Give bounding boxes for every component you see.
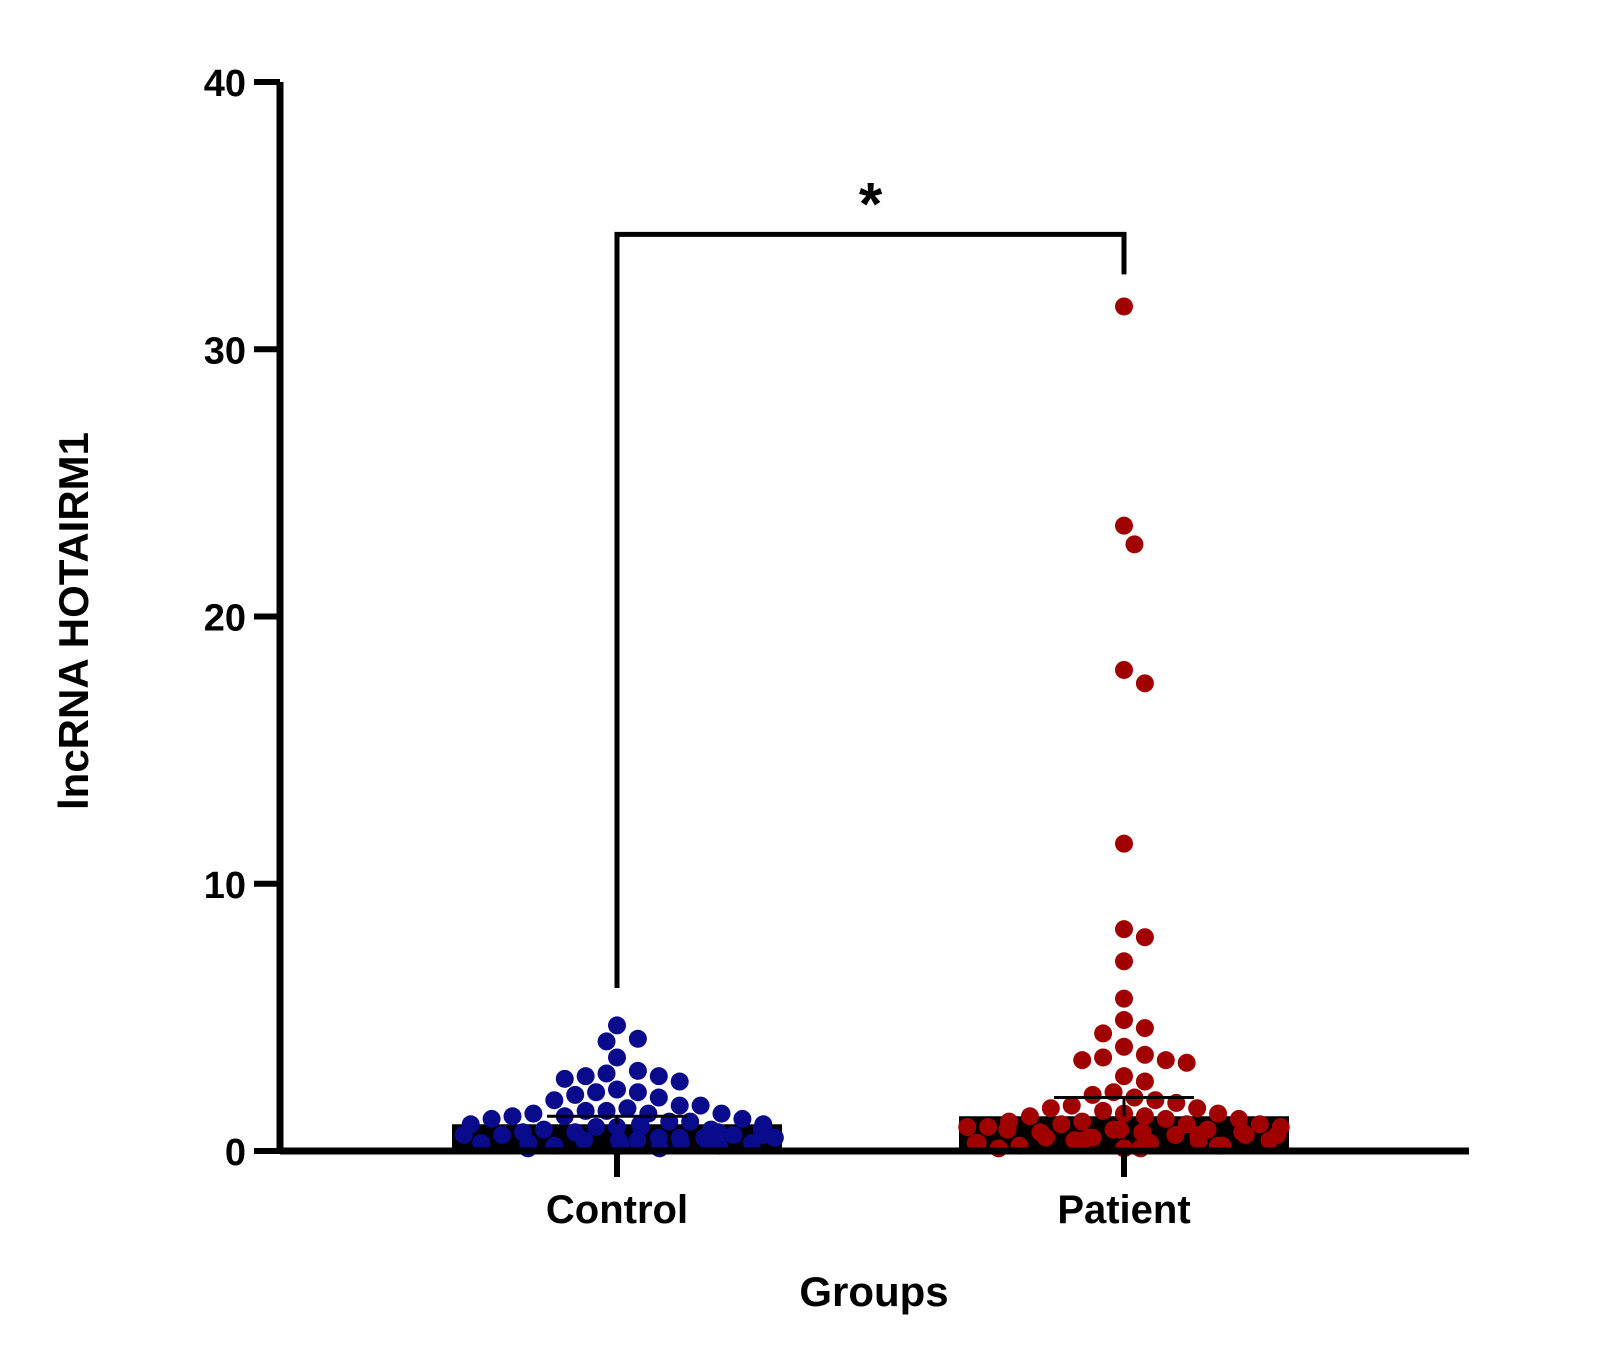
data-point-patient — [1052, 1115, 1070, 1133]
data-point-patient — [1115, 952, 1133, 970]
data-point-control — [524, 1105, 542, 1123]
data-point-control — [608, 1016, 626, 1034]
y-tick-label: 0 — [225, 1132, 246, 1174]
data-point-patient — [1115, 517, 1133, 535]
data-point-patient — [1136, 928, 1154, 946]
data-point-patient — [1115, 297, 1133, 315]
data-point-patient — [1125, 535, 1143, 553]
data-point-patient — [1115, 920, 1133, 938]
data-point-patient — [1042, 1099, 1060, 1117]
data-point-patient — [1136, 1073, 1154, 1091]
significance-label: * — [859, 170, 883, 237]
data-point-patient — [1073, 1113, 1091, 1131]
data-point-control — [455, 1126, 473, 1144]
data-point-patient — [1115, 661, 1133, 679]
data-point-patient — [1115, 835, 1133, 853]
data-point-control — [608, 1048, 626, 1066]
data-point-patient — [1021, 1107, 1039, 1125]
data-point-patient — [1065, 1131, 1083, 1149]
data-point-patient — [1084, 1086, 1102, 1104]
data-point-control — [629, 1083, 647, 1101]
data-point-control — [504, 1107, 522, 1125]
data-point-control — [598, 1064, 616, 1082]
data-point-patient — [1188, 1099, 1206, 1117]
data-point-control — [671, 1097, 689, 1115]
data-point-patient — [1157, 1110, 1175, 1128]
data-point-patient — [1094, 1024, 1112, 1042]
x-axis-title: Groups — [799, 1268, 948, 1315]
y-tick-label: 10 — [204, 865, 246, 907]
data-point-patient — [1115, 1038, 1133, 1056]
data-point-patient — [1037, 1129, 1055, 1147]
data-point-control — [629, 1062, 647, 1080]
x-ticks: Control Patient — [546, 1151, 1191, 1232]
data-point-control — [608, 1081, 626, 1099]
y-tick-label: 40 — [204, 63, 246, 105]
data-point-patient — [998, 1121, 1016, 1139]
data-point-control — [587, 1083, 605, 1101]
data-point-patient — [1073, 1051, 1091, 1069]
data-point-patient — [1251, 1115, 1269, 1133]
data-point-control — [587, 1118, 605, 1136]
data-point-patient — [1261, 1131, 1279, 1149]
data-point-patient — [979, 1118, 997, 1136]
data-point-control — [629, 1030, 647, 1048]
data-point-control — [713, 1105, 731, 1123]
y-axis-title: lncRNA HOTAIRM1 — [50, 432, 97, 810]
data-point-patient — [1146, 1091, 1164, 1109]
data-point-patient — [1094, 1048, 1112, 1066]
data-point-control — [692, 1097, 710, 1115]
data-point-patient — [1136, 674, 1154, 692]
data-point-control — [733, 1110, 751, 1128]
data-point-patient — [1063, 1097, 1081, 1115]
data-point-patient — [1157, 1051, 1175, 1069]
data-point-patient — [1190, 1131, 1208, 1149]
data-point-control — [545, 1091, 563, 1109]
data-point-control — [535, 1121, 553, 1139]
data-point-control — [724, 1126, 742, 1144]
data-point-control — [766, 1129, 784, 1147]
data-point-control — [671, 1073, 689, 1091]
data-point-control — [650, 1067, 668, 1085]
y-ticks: 0 10 20 30 40 — [204, 63, 280, 1174]
data-point-patient — [1166, 1126, 1184, 1144]
data-point-patient — [1136, 1107, 1154, 1125]
data-point-control — [575, 1131, 593, 1149]
data-point-patient — [1209, 1105, 1227, 1123]
data-point-control — [650, 1089, 668, 1107]
data-point-patient — [1111, 1121, 1129, 1139]
y-tick-label: 30 — [204, 330, 246, 372]
data-point-control — [493, 1126, 511, 1144]
data-point-patient — [1136, 1019, 1154, 1037]
data-point-patient — [958, 1118, 976, 1136]
data-point-control — [566, 1086, 584, 1104]
data-point-control — [598, 1032, 616, 1050]
data-point-control — [577, 1067, 595, 1085]
data-point-patient — [1178, 1054, 1196, 1072]
data-point-patient — [1094, 1102, 1112, 1120]
significance-bracket: * — [617, 170, 1124, 988]
data-point-control — [628, 1131, 646, 1149]
data-point-patient — [1115, 990, 1133, 1008]
data-point-patient — [1115, 1067, 1133, 1085]
data-point-patient — [1136, 1046, 1154, 1064]
data-point-control — [483, 1110, 501, 1128]
axes — [280, 82, 1469, 1151]
points-layer — [455, 297, 1290, 1157]
y-tick-label: 20 — [204, 598, 246, 640]
data-point-control — [556, 1070, 574, 1088]
data-point-patient — [1115, 1011, 1133, 1029]
data-point-control — [618, 1099, 636, 1117]
x-tick-label: Control — [546, 1188, 688, 1232]
significance-bracket-line — [617, 234, 1124, 988]
data-point-patient — [1237, 1126, 1255, 1144]
x-tick-label: Patient — [1057, 1188, 1190, 1232]
